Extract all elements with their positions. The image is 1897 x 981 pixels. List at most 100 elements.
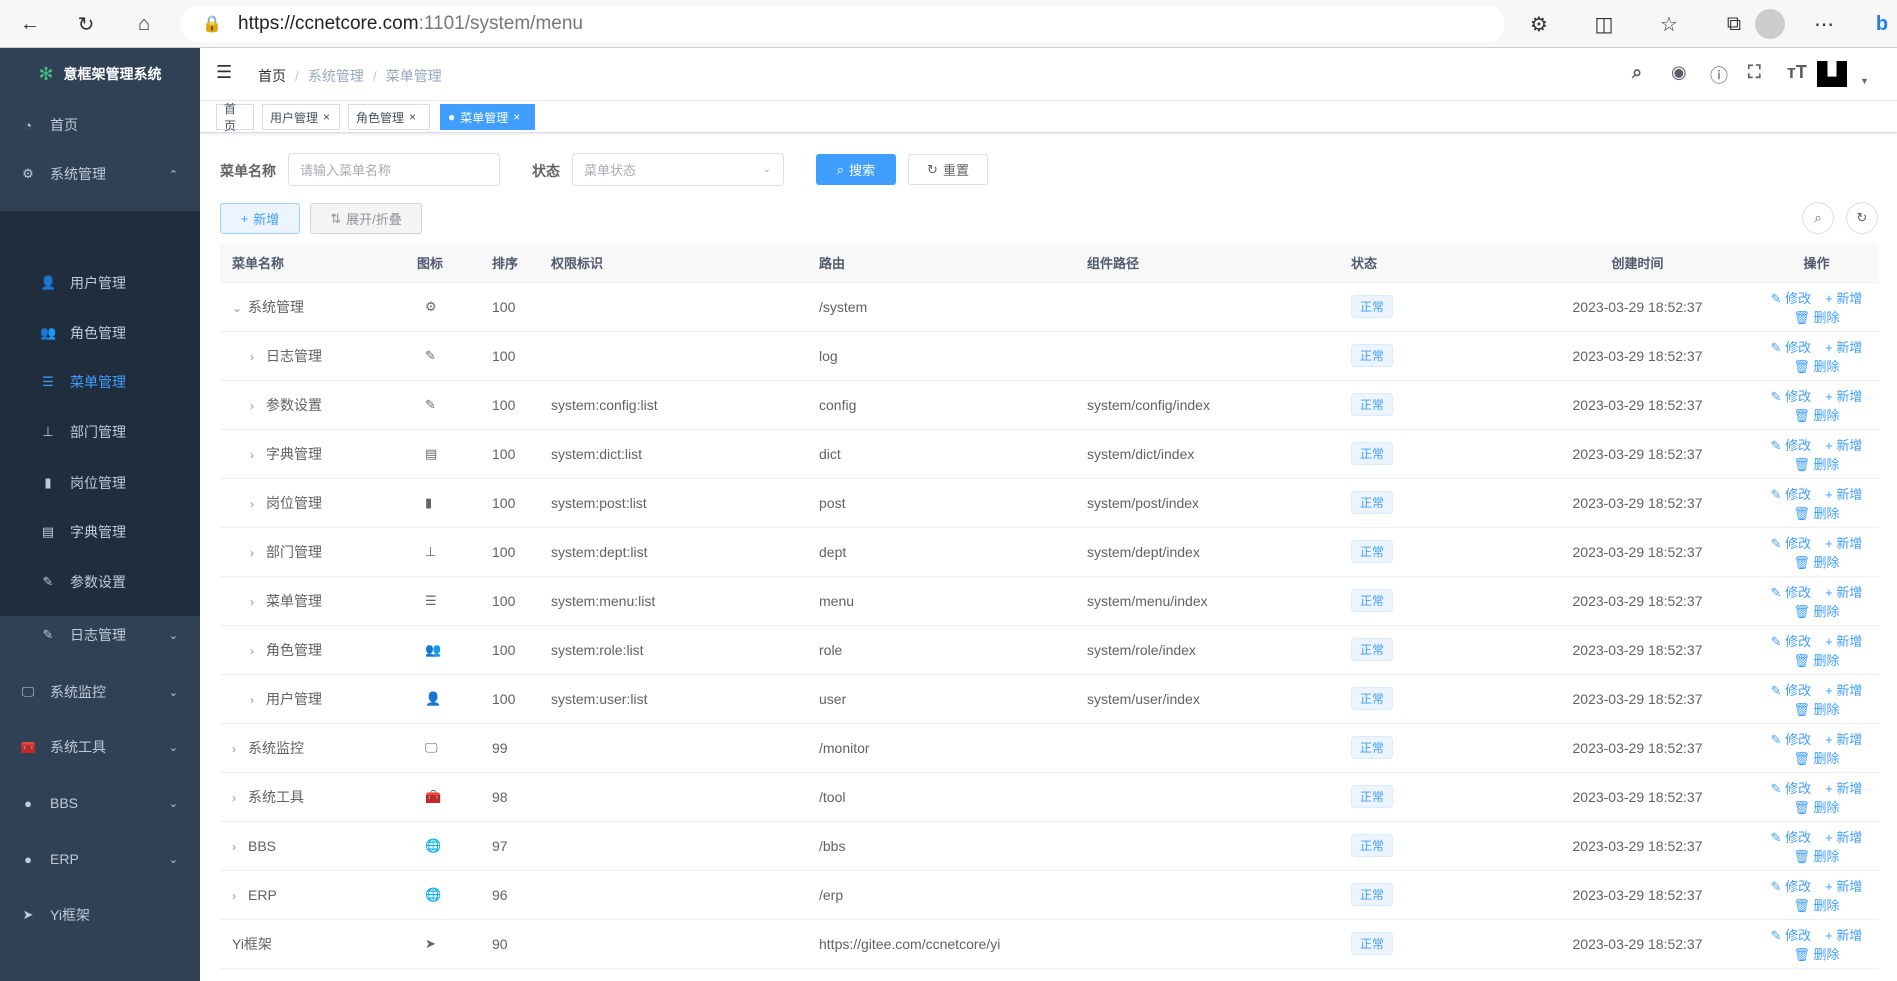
add-child-button[interactable]: + 新增: [1825, 486, 1863, 502]
edit-button[interactable]: ✎ 修改: [1770, 927, 1812, 943]
sidebar-item[interactable]: ⊥ 部门管理: [0, 407, 200, 457]
sidebar-item[interactable]: ⚙ 系统管理 ⌃: [0, 149, 200, 199]
sidebar-item[interactable]: ▮ 岗位管理: [0, 458, 200, 508]
add-child-button[interactable]: + 新增: [1825, 878, 1863, 894]
close-icon[interactable]: ×: [409, 110, 417, 124]
add-child-button[interactable]: + 新增: [1825, 388, 1863, 404]
chevron-right-icon[interactable]: ›: [232, 741, 236, 756]
toggle-search-button[interactable]: ⌕: [1802, 202, 1834, 234]
sidebar-item[interactable]: 👤 用户管理: [0, 258, 200, 308]
chevron-right-icon[interactable]: ›: [250, 398, 254, 413]
fullscreen-icon[interactable]: ⛶: [1748, 62, 1761, 82]
add-child-button[interactable]: + 新增: [1825, 731, 1863, 747]
tag-item[interactable]: ● 菜单管理 ×: [440, 104, 535, 130]
edit-button[interactable]: ✎ 修改: [1770, 682, 1812, 698]
delete-button[interactable]: 🗑 删除: [1793, 946, 1840, 962]
home-icon[interactable]: ⌂: [137, 12, 151, 35]
add-child-button[interactable]: + 新增: [1825, 535, 1863, 551]
chevron-right-icon[interactable]: ›: [250, 545, 254, 560]
github-icon[interactable]: ◉: [1671, 62, 1687, 82]
favorites-icon[interactable]: ☆: [1660, 13, 1678, 36]
edit-button[interactable]: ✎ 修改: [1770, 290, 1812, 306]
add-child-button[interactable]: + 新增: [1825, 437, 1863, 453]
close-icon[interactable]: ×: [513, 110, 521, 124]
delete-button[interactable]: 🗑 删除: [1793, 750, 1840, 766]
sidebar-item[interactable]: 🧰 系统工具 ⌄: [0, 722, 200, 772]
tag-item[interactable]: 首页: [216, 102, 254, 133]
reset-button[interactable]: ↻ 重置: [908, 154, 988, 185]
delete-button[interactable]: 🗑 删除: [1793, 603, 1840, 619]
close-icon[interactable]: ×: [323, 110, 331, 124]
edit-button[interactable]: ✎ 修改: [1770, 339, 1812, 355]
chevron-right-icon[interactable]: ›: [250, 643, 254, 658]
hamburger-icon[interactable]: ☰: [216, 62, 233, 82]
delete-button[interactable]: 🗑 删除: [1793, 505, 1840, 521]
add-child-button[interactable]: + 新增: [1825, 290, 1863, 306]
add-child-button[interactable]: + 新增: [1825, 829, 1863, 845]
menu-name-input[interactable]: 请输入菜单名称: [288, 153, 500, 186]
edit-button[interactable]: ✎ 修改: [1770, 829, 1812, 845]
tag-item[interactable]: 用户管理 ×: [262, 104, 340, 130]
expand-collapse-button[interactable]: ⇅ 展开/折叠: [310, 203, 422, 234]
sidebar-item[interactable]: 🖵 系统监控 ⌄: [0, 667, 200, 717]
help-icon[interactable]: ⓘ: [1710, 66, 1728, 86]
add-child-button[interactable]: + 新增: [1825, 339, 1863, 355]
sidebar-item[interactable]: ● BBS ⌄: [0, 778, 200, 828]
sidebar-item[interactable]: ➤ Yi框架: [0, 890, 200, 940]
status-select[interactable]: 菜单状态 ⌄: [572, 153, 784, 186]
delete-button[interactable]: 🗑 删除: [1793, 456, 1840, 472]
delete-button[interactable]: 🗑 删除: [1793, 799, 1840, 815]
user-avatar[interactable]: [1817, 61, 1847, 87]
collections-icon[interactable]: ⧉: [1726, 12, 1742, 35]
delete-button[interactable]: 🗑 删除: [1793, 848, 1840, 864]
search-icon[interactable]: ⌕: [1632, 62, 1643, 82]
chevron-down-icon[interactable]: ⌄: [232, 300, 243, 315]
chevron-right-icon[interactable]: ›: [250, 349, 254, 364]
add-child-button[interactable]: + 新增: [1825, 780, 1863, 796]
edit-button[interactable]: ✎ 修改: [1770, 584, 1812, 600]
edit-button[interactable]: ✎ 修改: [1770, 486, 1812, 502]
chevron-right-icon[interactable]: ›: [232, 839, 236, 854]
edit-button[interactable]: ✎ 修改: [1770, 535, 1812, 551]
edit-button[interactable]: ✎ 修改: [1770, 388, 1812, 404]
sidebar-item[interactable]: ✎ 日志管理 ⌄: [0, 610, 200, 660]
edit-button[interactable]: ✎ 修改: [1770, 780, 1812, 796]
profile-avatar[interactable]: [1755, 9, 1785, 39]
chevron-right-icon[interactable]: ›: [250, 692, 254, 707]
chevron-right-icon[interactable]: ›: [232, 790, 236, 805]
edit-button[interactable]: ✎ 修改: [1770, 731, 1812, 747]
add-child-button[interactable]: + 新增: [1825, 682, 1863, 698]
edit-button[interactable]: ✎ 修改: [1770, 437, 1812, 453]
reload-icon[interactable]: ↻: [77, 13, 95, 36]
sidebar-item[interactable]: ☰ 菜单管理: [0, 357, 200, 407]
font-size-icon[interactable]: тT: [1787, 62, 1807, 82]
sidebar-item[interactable]: ▤ 字典管理: [0, 507, 200, 557]
chevron-right-icon[interactable]: ›: [250, 496, 254, 511]
delete-button[interactable]: 🗑 删除: [1793, 652, 1840, 668]
sidebar-item[interactable]: ◔ 首页: [0, 100, 200, 150]
add-child-button[interactable]: + 新增: [1825, 633, 1863, 649]
delete-button[interactable]: 🗑 删除: [1793, 358, 1840, 374]
address-bar[interactable]: 🔒 https://ccnetcore.com:1101/system/menu: [180, 6, 1505, 42]
add-button[interactable]: + 新增: [220, 203, 300, 234]
caret-down-icon[interactable]: ▼: [1860, 76, 1869, 86]
delete-button[interactable]: 🗑 删除: [1793, 309, 1840, 325]
delete-button[interactable]: 🗑 删除: [1793, 407, 1840, 423]
edit-button[interactable]: ✎ 修改: [1770, 878, 1812, 894]
sidebar-item[interactable]: ✎ 参数设置: [0, 557, 200, 607]
split-screen-icon[interactable]: ◫: [1594, 13, 1614, 36]
sidebar-item[interactable]: ● ERP ⌄: [0, 834, 200, 884]
more-icon[interactable]: ⋯: [1814, 13, 1834, 36]
sidebar-item[interactable]: 👥 角色管理: [0, 308, 200, 358]
delete-button[interactable]: 🗑 删除: [1793, 701, 1840, 717]
chevron-right-icon[interactable]: ›: [250, 594, 254, 609]
search-button[interactable]: ⌕ 搜索: [816, 154, 896, 185]
tag-item[interactable]: 角色管理 ×: [348, 104, 430, 130]
extensions-icon[interactable]: ⚙: [1530, 13, 1548, 36]
delete-button[interactable]: 🗑 删除: [1793, 897, 1840, 913]
back-icon[interactable]: ←: [20, 12, 40, 35]
delete-button[interactable]: 🗑 删除: [1793, 554, 1840, 570]
add-child-button[interactable]: + 新增: [1825, 927, 1863, 943]
refresh-button[interactable]: ↻: [1846, 202, 1878, 234]
edit-button[interactable]: ✎ 修改: [1770, 633, 1812, 649]
